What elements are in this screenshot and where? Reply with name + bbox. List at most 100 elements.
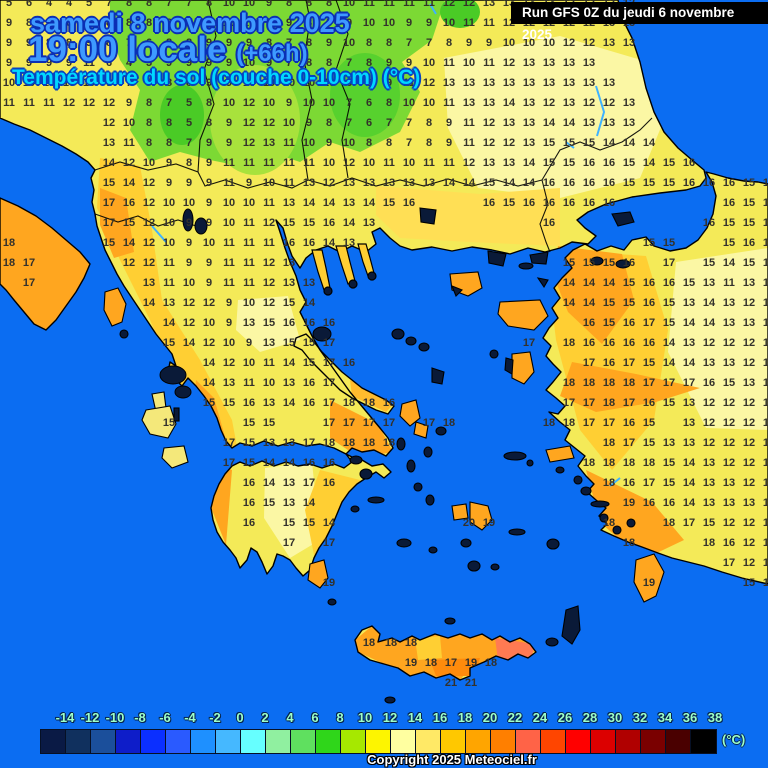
temp-value: 10 xyxy=(2,77,16,89)
temp-value: 8 xyxy=(25,17,33,29)
temp-value: 15 xyxy=(762,257,768,269)
temp-value: 18 xyxy=(382,437,396,449)
temp-value: 17 xyxy=(302,437,316,449)
temp-value: 10 xyxy=(302,137,316,149)
temp-value: 10 xyxy=(242,357,256,369)
temp-value: 8 xyxy=(325,117,333,129)
temp-value: 13 xyxy=(282,377,296,389)
parameter-title: Température du sol (couche 0-10cm) (°C) xyxy=(12,66,421,89)
legend-tick: 28 xyxy=(582,710,598,725)
temp-value: 13 xyxy=(602,117,616,129)
temp-value: 14 xyxy=(202,357,216,369)
temp-value: 15 xyxy=(662,297,676,309)
temp-value: 9 xyxy=(225,117,233,129)
temp-value: 9 xyxy=(205,77,213,89)
temp-value: 15 xyxy=(202,397,216,409)
temp-value: 13 xyxy=(702,277,716,289)
temp-value: 14 xyxy=(202,377,216,389)
temp-value: 16 xyxy=(682,177,696,189)
temp-value: 13 xyxy=(742,497,756,509)
temp-value: 16 xyxy=(302,237,316,249)
temp-value: 9 xyxy=(5,17,13,29)
temp-value: 15 xyxy=(642,237,656,249)
temp-value: 12 xyxy=(602,97,616,109)
temp-value: 16 xyxy=(242,497,256,509)
legend-tick: -14 xyxy=(55,710,75,725)
temp-value: 13 xyxy=(502,77,516,89)
temp-value: 13 xyxy=(722,357,736,369)
temp-value: 18 xyxy=(562,417,576,429)
temp-value: 14 xyxy=(362,197,376,209)
temp-value: 15 xyxy=(102,177,116,189)
legend-swatch xyxy=(441,730,466,753)
temp-value: 16 xyxy=(282,317,296,329)
temp-value: 9 xyxy=(425,17,433,29)
temp-value: 13 xyxy=(682,417,696,429)
legend-swatch xyxy=(66,730,91,753)
temp-value: 13 xyxy=(282,497,296,509)
temp-value: 13 xyxy=(522,97,536,109)
temp-value: 14 xyxy=(262,477,276,489)
temp-value: 17 xyxy=(682,377,696,389)
temp-value: 15 xyxy=(662,157,676,169)
legend-tick: 30 xyxy=(607,710,623,725)
temp-value: 11 xyxy=(383,157,395,169)
temp-value: 11 xyxy=(83,57,95,69)
temp-value: 17 xyxy=(582,397,596,409)
temp-value: 17 xyxy=(362,417,376,429)
temp-value: 19 xyxy=(622,497,636,509)
temp-value: 13 xyxy=(722,317,736,329)
temp-value: 12 xyxy=(122,257,136,269)
temp-value: 15 xyxy=(562,137,576,149)
temp-value: 13 xyxy=(342,177,356,189)
temp-value: 15 xyxy=(242,417,256,429)
temp-value: 16 xyxy=(642,297,656,309)
temp-value: 8 xyxy=(105,37,113,49)
temp-value: 11 xyxy=(443,157,455,169)
temp-value: 14 xyxy=(102,157,116,169)
temp-value: 13 xyxy=(282,277,296,289)
temp-value: 12 xyxy=(742,417,756,429)
legend-swatch xyxy=(116,730,141,753)
temp-value: 12 xyxy=(142,257,156,269)
temp-value: 16 xyxy=(402,197,416,209)
legend-swatch xyxy=(591,730,616,753)
temp-value: 5 xyxy=(5,0,13,9)
temp-value: 13 xyxy=(762,317,768,329)
temp-value: 10 xyxy=(162,197,176,209)
temp-value: 12 xyxy=(442,0,456,9)
temp-value: 13 xyxy=(682,397,696,409)
legend-swatch xyxy=(366,730,391,753)
temp-value: 10 xyxy=(162,237,176,249)
legend-swatch xyxy=(416,730,441,753)
temp-value: 17 xyxy=(102,217,116,229)
temp-value: 13 xyxy=(482,97,496,109)
temp-value: 18 xyxy=(484,657,498,669)
temp-value: 14 xyxy=(182,337,196,349)
legend-tick: 2 xyxy=(261,710,269,725)
temp-value: 14 xyxy=(322,517,336,529)
temp-value: 15 xyxy=(102,237,116,249)
temp-value: 14 xyxy=(682,357,696,369)
temp-value: 13 xyxy=(522,137,536,149)
legend-swatch xyxy=(241,730,266,753)
temp-value: 13 xyxy=(262,137,276,149)
legend-tick: -2 xyxy=(209,710,221,725)
temp-value: 11 xyxy=(243,157,255,169)
legend-tick: 8 xyxy=(336,710,344,725)
temp-value: 14 xyxy=(562,117,576,129)
temp-value: 12 xyxy=(762,417,768,429)
temp-value: 12 xyxy=(762,477,768,489)
temp-value: 9 xyxy=(385,57,393,69)
temp-value: 18 xyxy=(342,437,356,449)
temp-value: 12 xyxy=(462,0,476,9)
temp-value: 18 xyxy=(562,337,576,349)
temp-value: 12 xyxy=(742,537,756,549)
temp-value: 9 xyxy=(245,37,253,49)
temp-value: 12 xyxy=(742,437,756,449)
temp-value: 9 xyxy=(165,157,173,169)
temp-value: 9 xyxy=(125,97,133,109)
temp-value: 14 xyxy=(502,97,516,109)
temp-value: 15 xyxy=(602,317,616,329)
